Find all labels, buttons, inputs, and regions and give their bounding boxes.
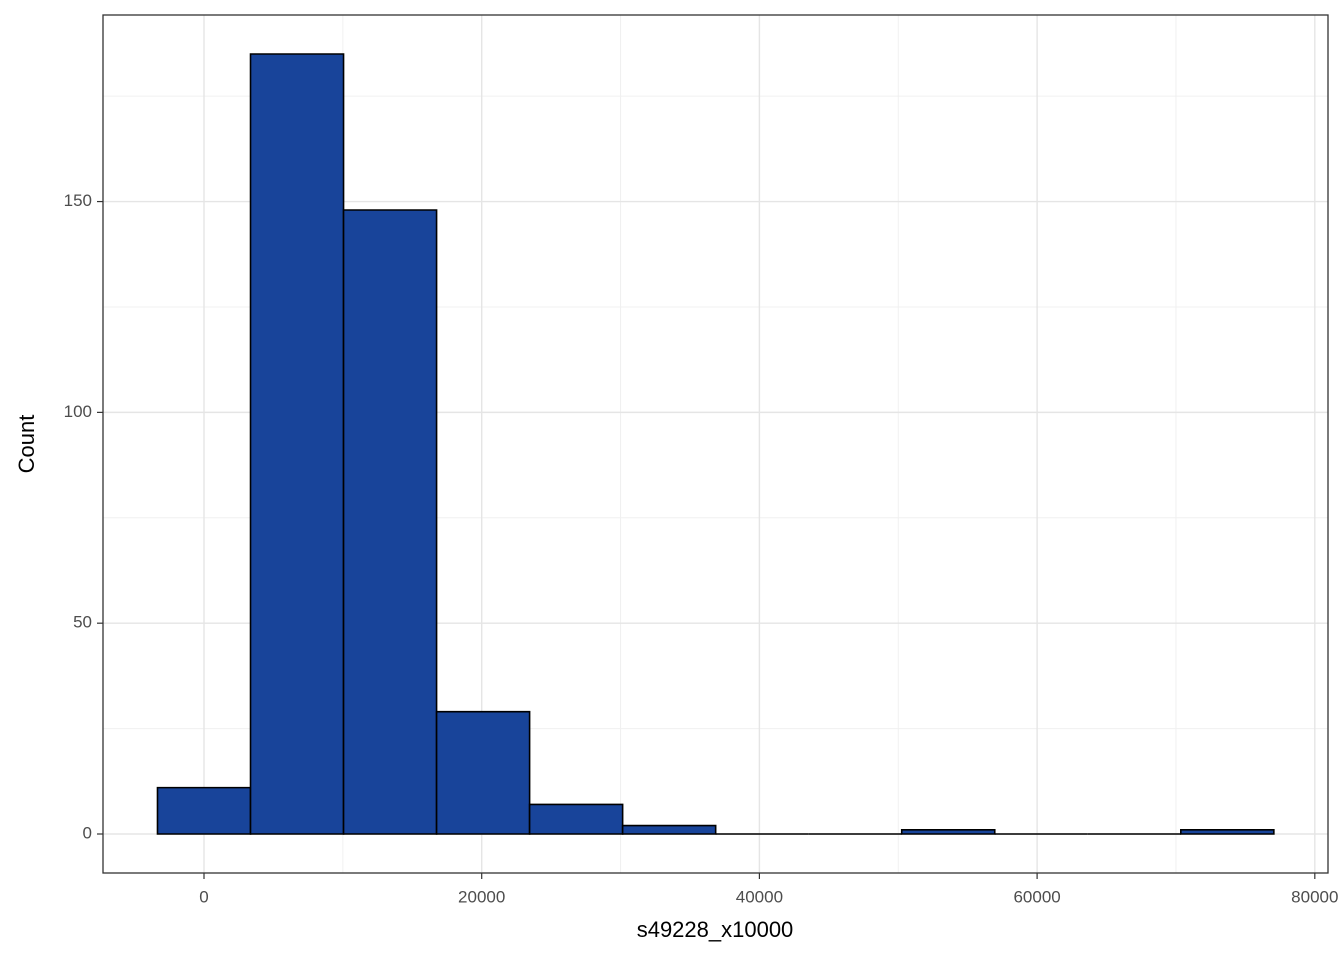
x-tick-label: 20000 (458, 887, 505, 906)
y-tick-label: 100 (64, 402, 92, 421)
bar (528, 803, 624, 835)
y-axis-title: Count (14, 415, 39, 474)
bar (342, 209, 438, 835)
panel-border (102, 14, 1329, 874)
y-tick-label: 0 (83, 823, 92, 842)
x-tick-label: 80000 (1291, 887, 1338, 906)
bar (1180, 828, 1275, 835)
bar (156, 786, 252, 835)
x-tick-label: 0 (199, 887, 208, 906)
bar (249, 53, 345, 835)
bar (621, 824, 717, 835)
y-tick-label: 150 (64, 191, 92, 210)
x-axis-title: s49228_x10000 (637, 917, 794, 942)
bar (435, 710, 531, 835)
x-tick-label: 60000 (1013, 887, 1060, 906)
bar (900, 828, 996, 835)
y-tick-label: 50 (73, 613, 92, 632)
x-tick-label: 40000 (736, 887, 783, 906)
